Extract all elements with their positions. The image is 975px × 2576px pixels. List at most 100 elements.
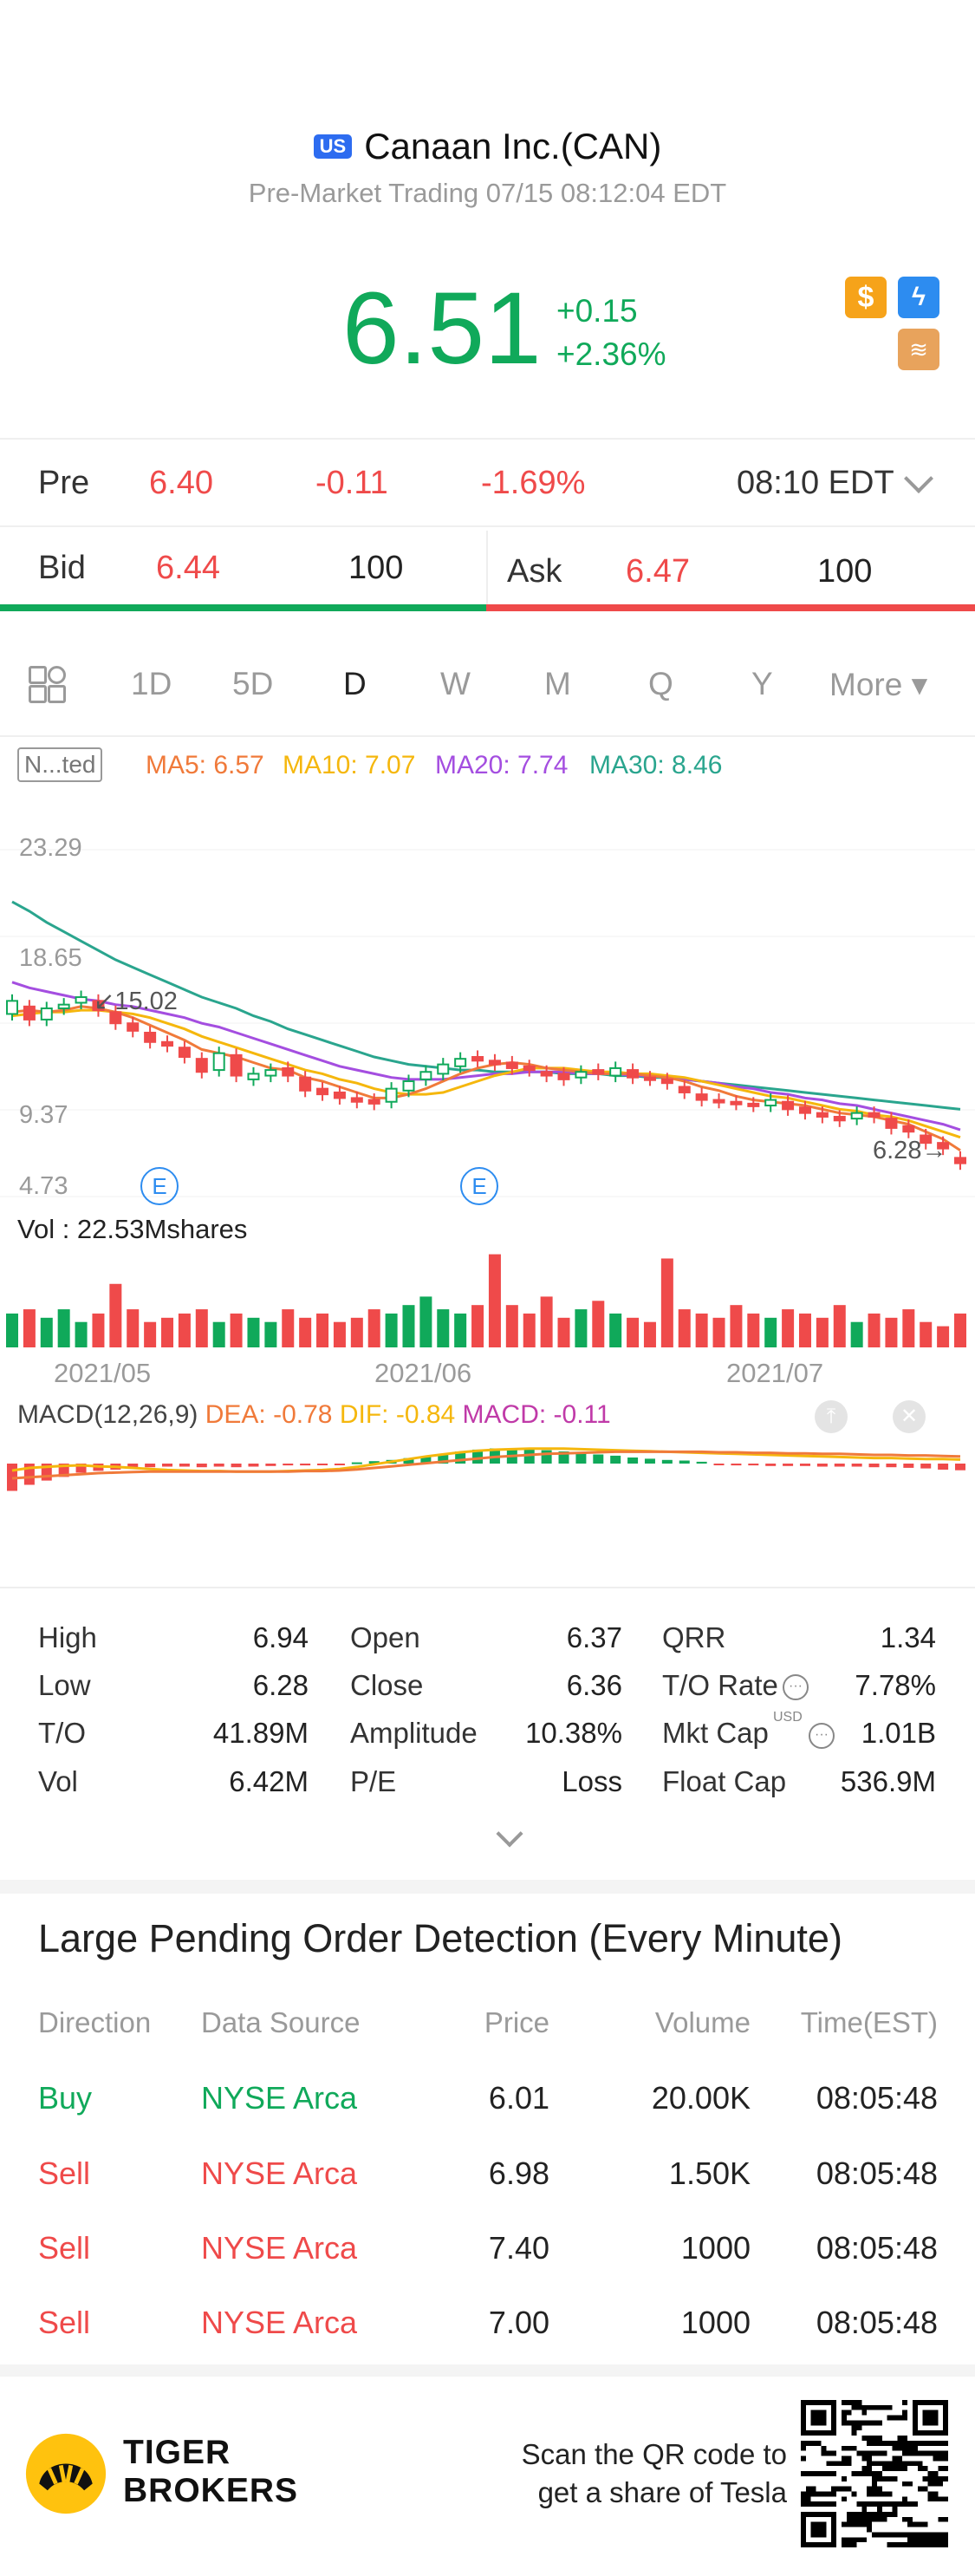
volume-bar[interactable] [557,1317,570,1347]
candlestick-chart[interactable] [0,815,975,1214]
volume-bar[interactable] [695,1313,708,1347]
volume-bar[interactable] [609,1313,622,1347]
volume-bar[interactable] [127,1309,140,1347]
volume-bar[interactable] [299,1317,312,1347]
candle[interactable] [195,1058,208,1073]
volume-bar[interactable] [144,1321,157,1347]
volume-bar[interactable] [195,1309,208,1347]
candle[interactable] [850,1112,863,1120]
volume-bar[interactable] [816,1317,829,1347]
candle[interactable] [782,1100,795,1111]
volume-bar[interactable] [454,1313,467,1347]
candle[interactable] [678,1086,691,1093]
candle[interactable] [937,1142,950,1150]
qr-code[interactable] [801,2400,948,2547]
chevron-down-icon[interactable] [496,1820,523,1848]
candle[interactable] [419,1071,432,1080]
volume-bar[interactable] [747,1313,760,1347]
candle[interactable] [920,1134,933,1145]
volume-bar[interactable] [902,1309,915,1347]
volume-bar[interactable] [540,1296,553,1347]
candle[interactable] [299,1076,312,1092]
candle[interactable] [282,1066,295,1077]
volume-bar[interactable] [333,1321,346,1347]
volume-chart[interactable] [0,1249,975,1348]
tab-5d[interactable]: 5D [232,666,274,701]
tab-q[interactable]: Q [648,666,673,701]
candle[interactable] [798,1106,811,1114]
volume-bar[interactable] [764,1317,777,1347]
volume-bar[interactable] [937,1326,950,1347]
candle[interactable] [144,1031,157,1043]
tab-more[interactable]: More ▾ [829,667,928,702]
candle[interactable] [954,1157,966,1164]
volume-bar[interactable] [178,1313,191,1347]
volume-bar[interactable] [437,1309,450,1347]
pin-top-icon[interactable]: ⤒ [815,1400,848,1433]
candle[interactable] [385,1087,398,1103]
candle[interactable] [161,1040,174,1047]
macd-chart[interactable] [0,1431,975,1530]
candle[interactable] [575,1071,588,1079]
volume-bar[interactable] [730,1305,743,1347]
candle[interactable] [592,1069,605,1075]
candle[interactable] [695,1093,708,1101]
tab-y[interactable]: Y [751,666,773,701]
candle[interactable] [40,1007,53,1021]
volume-bar[interactable] [40,1317,53,1347]
candle[interactable] [747,1102,760,1107]
lightning-icon[interactable]: ϟ [898,277,939,318]
volume-bar[interactable] [6,1313,18,1347]
volume-bar[interactable] [212,1321,225,1347]
volume-bar[interactable] [92,1313,105,1347]
candle[interactable] [730,1100,743,1105]
candle[interactable] [127,1022,140,1032]
candle[interactable] [712,1099,725,1104]
layers-icon[interactable]: ≋ [898,329,939,370]
candle[interactable] [437,1063,450,1075]
candle[interactable] [57,1003,70,1009]
candle[interactable] [316,1087,329,1096]
volume-bar[interactable] [316,1313,329,1347]
info-icon[interactable]: ··· [783,1674,809,1700]
earnings-event-icon[interactable]: E [140,1167,179,1205]
volume-bar[interactable] [920,1321,933,1347]
candle[interactable] [264,1069,277,1077]
volume-bar[interactable] [350,1317,363,1347]
tab-w[interactable]: W [440,666,471,701]
volume-bar[interactable] [385,1313,398,1347]
close-icon[interactable]: ✕ [893,1400,926,1433]
volume-bar[interactable] [161,1317,174,1347]
volume-bar[interactable] [247,1317,260,1347]
pre-time[interactable]: 08:10 EDT [737,465,894,501]
candle[interactable] [402,1080,415,1092]
candle[interactable] [247,1073,260,1080]
info-icon[interactable]: ··· [809,1723,835,1749]
volume-bar[interactable] [712,1317,725,1347]
chevron-down-icon[interactable] [904,464,933,493]
candle[interactable] [454,1058,467,1067]
candle[interactable] [471,1056,484,1062]
candle[interactable] [833,1115,846,1122]
candle[interactable] [212,1052,225,1072]
volume-bar[interactable] [367,1309,380,1347]
volume-bar[interactable] [402,1305,415,1347]
candle[interactable] [764,1099,777,1107]
candle[interactable] [488,1060,501,1066]
volume-bar[interactable] [523,1313,536,1347]
candle[interactable] [367,1099,380,1105]
candle[interactable] [178,1047,191,1059]
volume-bar[interactable] [660,1258,673,1347]
volume-bar[interactable] [75,1321,88,1347]
candle[interactable] [75,996,88,1004]
candle[interactable] [660,1078,673,1085]
volume-bar[interactable] [868,1313,881,1347]
layout-grid-icon[interactable] [29,666,66,703]
candle[interactable] [350,1097,363,1103]
tab-m[interactable]: M [544,666,571,701]
volume-bar[interactable] [282,1309,295,1347]
dollar-icon[interactable]: $ [845,277,887,318]
candle[interactable] [23,1005,36,1021]
candle[interactable] [523,1065,536,1072]
volume-bar[interactable] [643,1321,656,1347]
